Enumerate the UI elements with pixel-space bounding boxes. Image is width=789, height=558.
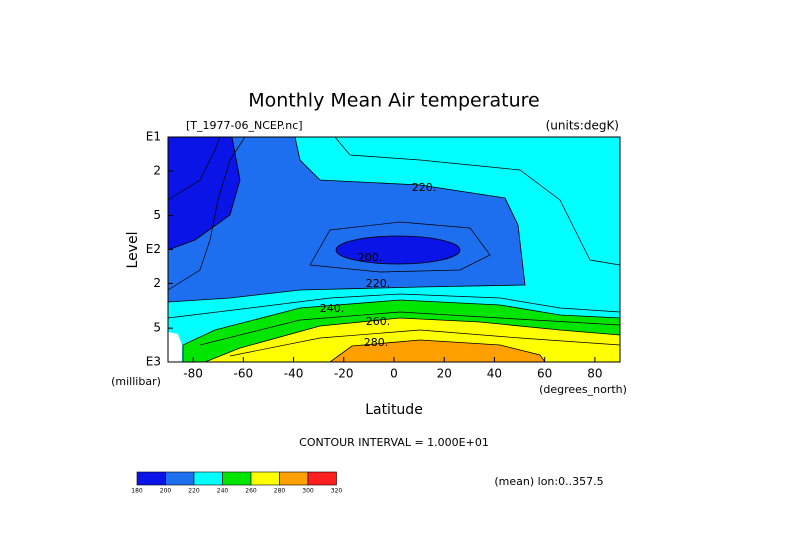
y-tick-label: 5 xyxy=(153,321,161,335)
contour-label: 280. xyxy=(364,336,389,349)
interval-label: CONTOUR INTERVAL = 1.000E+01 xyxy=(299,436,489,449)
footnote: (mean) lon:0..357.5 xyxy=(494,475,603,488)
colorbar-label: 300 xyxy=(302,488,314,495)
y-tick-label: E1 xyxy=(146,130,161,144)
contour-line xyxy=(168,137,221,201)
contour-field: 220. 200. 220. 240. 260. 280. xyxy=(168,137,620,362)
x-axis-title: Latitude xyxy=(365,402,423,418)
y-tick-label: 2 xyxy=(153,163,161,177)
x-units: (degrees_north) xyxy=(539,383,627,396)
contour-label: 200. xyxy=(358,251,383,264)
y-tick-label: E2 xyxy=(146,242,161,256)
colorbar-box xyxy=(222,471,252,486)
x-tick-label: 0 xyxy=(390,367,398,381)
x-tick-label: 40 xyxy=(487,367,502,381)
x-tick-label: -60 xyxy=(234,367,254,381)
y-tick-label: 5 xyxy=(153,208,161,222)
contour-fill xyxy=(168,137,241,251)
colorbar-box xyxy=(279,471,309,486)
contour-line xyxy=(168,293,620,319)
y-units: (millibar) xyxy=(111,375,161,388)
units-label: (units:degK) xyxy=(546,119,619,133)
colorbar-label: 260 xyxy=(245,488,257,495)
y-axis-title: Level xyxy=(125,232,141,269)
colorbar-label: 220 xyxy=(188,488,200,495)
y-tick-label: E3 xyxy=(146,355,161,369)
contour-line xyxy=(309,221,491,273)
colorbar-box xyxy=(165,471,195,486)
contour-line xyxy=(199,311,620,346)
x-tick-label: 20 xyxy=(437,367,452,381)
contour-fill xyxy=(335,235,461,265)
colorbar-box xyxy=(307,471,337,486)
x-tick-label: 60 xyxy=(537,367,552,381)
x-tick-label: -80 xyxy=(183,367,203,381)
contour-fill xyxy=(329,339,546,362)
contour-label: 220. xyxy=(412,181,437,194)
contour-line xyxy=(168,137,246,291)
contour-line xyxy=(229,329,620,357)
y-tick-label: 2 xyxy=(153,276,161,290)
file-label: [T_1977-06_NCEP.nc] xyxy=(186,119,303,132)
x-tick-label: -20 xyxy=(334,367,354,381)
missing-area xyxy=(168,332,182,362)
x-tick-label: 80 xyxy=(587,367,602,381)
x-tick-label: -40 xyxy=(284,367,304,381)
contour-label: 220. xyxy=(366,277,391,290)
chart-title: Monthly Mean Air temperature xyxy=(248,90,539,112)
colorbar-label: 240 xyxy=(217,488,229,495)
colorbar-box xyxy=(136,471,166,486)
colorbar-label: 200 xyxy=(160,488,172,495)
contour-line xyxy=(334,137,620,266)
colorbar-label: 180 xyxy=(131,488,143,495)
contour-label: 260. xyxy=(366,315,391,328)
colorbar-box xyxy=(250,471,280,486)
colorbar-label: 280 xyxy=(274,488,286,495)
colorbar-label: 320 xyxy=(331,488,343,495)
colorbar-box xyxy=(193,471,223,486)
contour-label: 240. xyxy=(320,302,345,315)
